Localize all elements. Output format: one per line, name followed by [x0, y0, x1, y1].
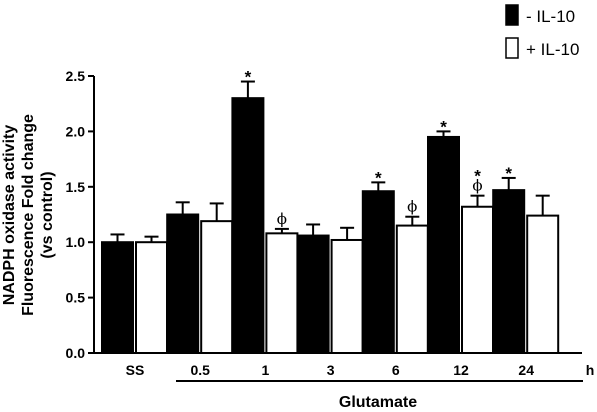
legend-swatch — [505, 37, 519, 59]
y-tick-label: 2.5 — [66, 68, 86, 84]
bar — [492, 189, 526, 354]
bar — [461, 205, 494, 354]
significance-star: * — [474, 167, 481, 186]
y-axis-title-line: NADPH oxidase activity — [1, 125, 18, 306]
bar — [101, 241, 134, 354]
x-tick-label: 12 — [453, 362, 469, 378]
x-unit-label: h — [586, 362, 595, 378]
bar — [166, 213, 200, 354]
x-tick-label: 0.5 — [190, 362, 210, 378]
bar — [526, 214, 560, 354]
significance-phi: ϕ — [277, 210, 287, 228]
legend-swatch — [505, 4, 519, 26]
bars: *ϕ*ϕ*ϕ* * — [101, 68, 560, 354]
x-tick-label: 1 — [262, 362, 270, 378]
y-tick-label: 1.0 — [66, 234, 86, 250]
y-axis: 0.0 0.5 1.0 1.5 2.0 2.5 — [66, 68, 95, 361]
significance-star: * — [245, 68, 252, 87]
significance-star: * — [440, 117, 447, 136]
significance-star: * — [505, 164, 512, 183]
bar — [265, 232, 299, 354]
bar — [231, 97, 265, 354]
x-tick-label: 3 — [327, 362, 335, 378]
legend-label: - IL-10 — [526, 7, 575, 26]
legend-label: + IL-10 — [526, 40, 579, 59]
y-tick-label: 1.5 — [66, 179, 86, 195]
x-group-label: Glutamate — [339, 394, 417, 411]
bar — [200, 220, 234, 354]
x-tick-label: 24 — [518, 362, 534, 378]
x-tick-label: SS — [126, 362, 145, 378]
legend: - IL-10 + IL-10 — [505, 4, 579, 59]
x-tick-label: 6 — [392, 362, 400, 378]
y-axis-title-line: Fluorescence Fold change — [20, 114, 37, 316]
y-tick-label: 0.5 — [66, 290, 86, 306]
bar — [395, 224, 429, 354]
bar — [135, 241, 168, 354]
significance-phi: ϕ — [407, 198, 417, 216]
y-axis-title: NADPH oxidase activity Fluorescence Fold … — [1, 114, 56, 316]
y-axis-title-line: (vs control) — [39, 171, 56, 258]
significance-star: * — [375, 168, 382, 187]
bar — [296, 234, 330, 354]
bar — [427, 135, 460, 354]
y-tick-label: 2.0 — [66, 123, 86, 139]
bar — [361, 190, 395, 354]
y-tick-label: 0.0 — [66, 345, 86, 361]
x-axis: SS 0.5 1 3 6 12 24 h Glutamate — [94, 352, 595, 411]
significance-phi: ϕ — [472, 177, 482, 195]
bar — [330, 238, 364, 354]
